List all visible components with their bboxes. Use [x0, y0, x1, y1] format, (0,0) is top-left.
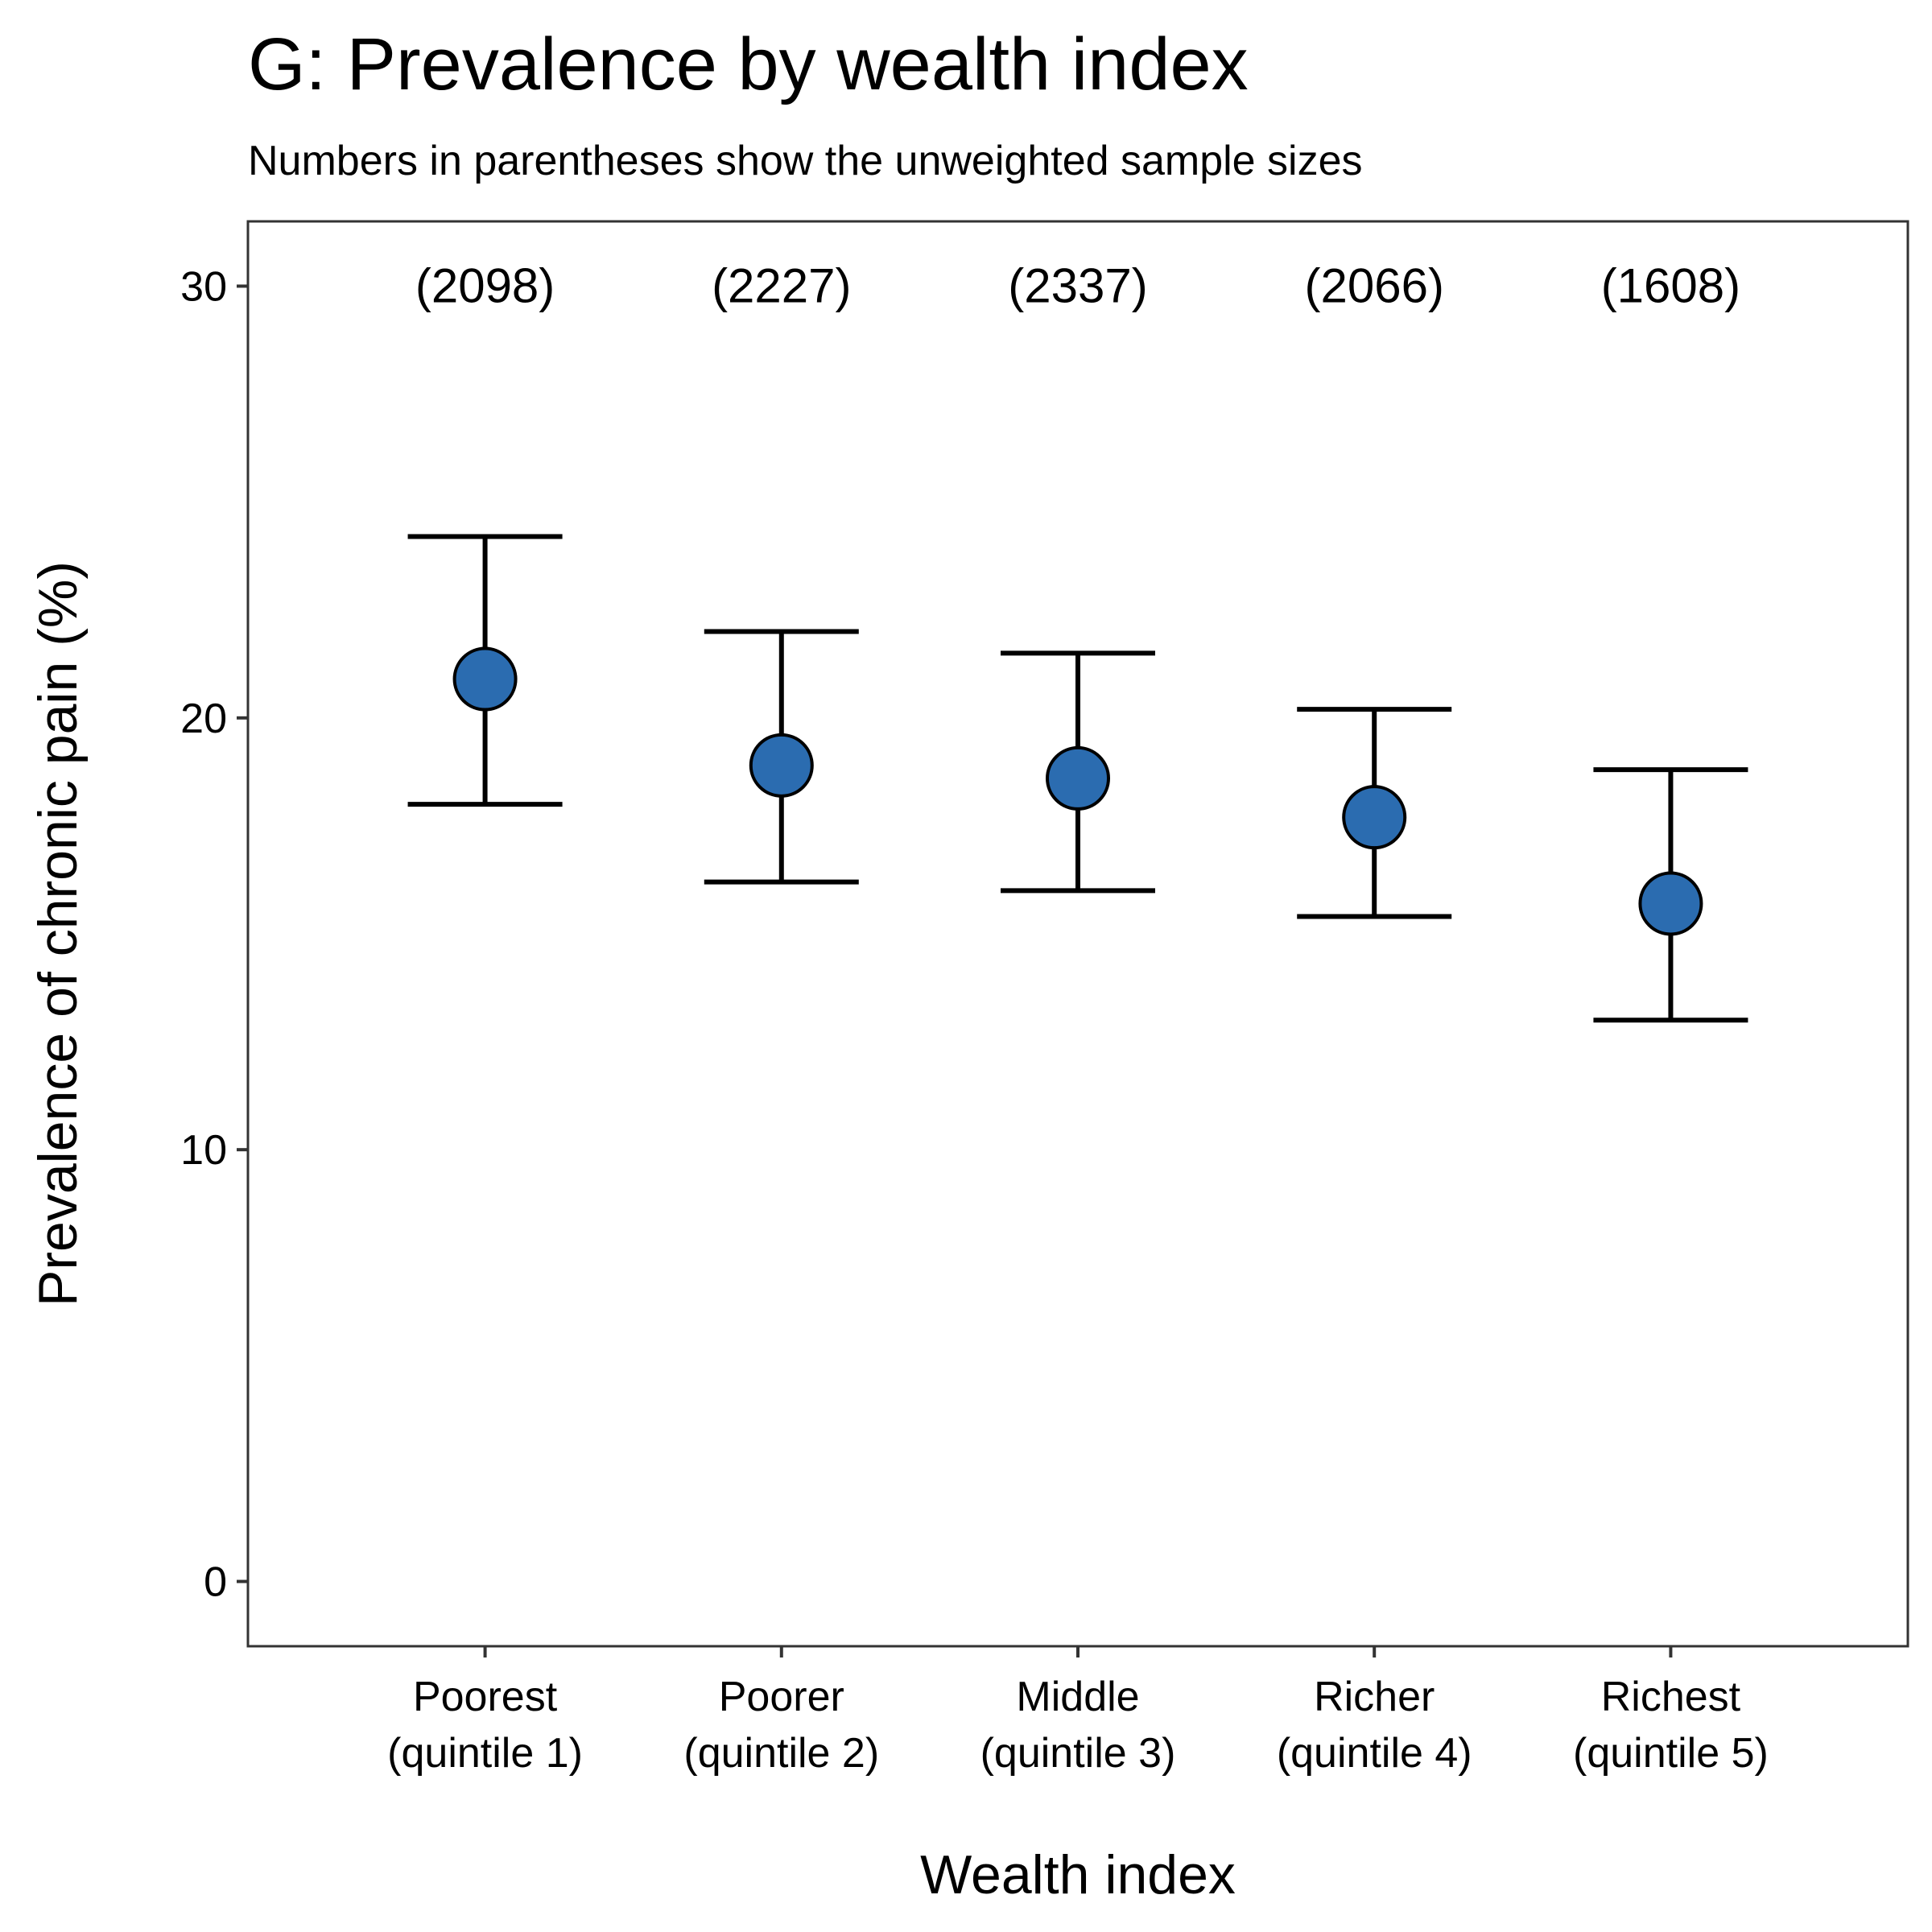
- y-axis: 0 10 20 30: [180, 263, 248, 1606]
- sample-size-label: (2337): [1008, 258, 1147, 312]
- x-tick-label-sub: (quintile 1): [387, 1730, 583, 1777]
- y-tick-label: 0: [204, 1559, 227, 1606]
- y-tick-label: 10: [180, 1127, 227, 1174]
- data-point: [1638, 871, 1703, 936]
- y-axis-label: Prevalence of chronic pain (%): [27, 561, 89, 1307]
- y-tick-label: 20: [180, 696, 227, 742]
- data-point: [1046, 745, 1110, 811]
- chart-title: G: Prevalence by wealth index: [248, 23, 1249, 105]
- x-tick-label: Poorer: [719, 1674, 844, 1720]
- data-marks: (2098) (2227) (2337) (2066) (1608): [407, 258, 1748, 1023]
- x-tick-label-sub: (quintile 5): [1573, 1730, 1769, 1777]
- x-tick-label-sub: (quintile 3): [980, 1730, 1176, 1777]
- data-point: [1342, 785, 1407, 850]
- sample-size-label: (2066): [1304, 258, 1443, 312]
- x-axis-label: Wealth index: [920, 1844, 1236, 1905]
- x-tick-label: Richest: [1601, 1674, 1741, 1720]
- data-point: [749, 733, 814, 798]
- x-tick-label: Poorest: [413, 1674, 558, 1720]
- x-tick-label-sub: (quintile 2): [683, 1730, 879, 1777]
- data-point: [452, 646, 518, 712]
- sample-size-label: (2098): [415, 258, 555, 312]
- chart-subtitle: Numbers in parentheses show the unweight…: [248, 138, 1363, 184]
- x-tick-label: Middle: [1016, 1674, 1139, 1720]
- sample-size-label: (1608): [1601, 258, 1740, 312]
- sample-size-label: (2227): [712, 258, 851, 312]
- plot-panel: [246, 220, 1909, 1648]
- x-axis: Poorest (quintile 1) Poorer (quintile 2) Mid…: [387, 1646, 1769, 1777]
- y-tick-label: 30: [180, 263, 227, 310]
- x-tick-label: Richer: [1314, 1674, 1435, 1720]
- x-tick-label-sub: (quintile 4): [1277, 1730, 1472, 1777]
